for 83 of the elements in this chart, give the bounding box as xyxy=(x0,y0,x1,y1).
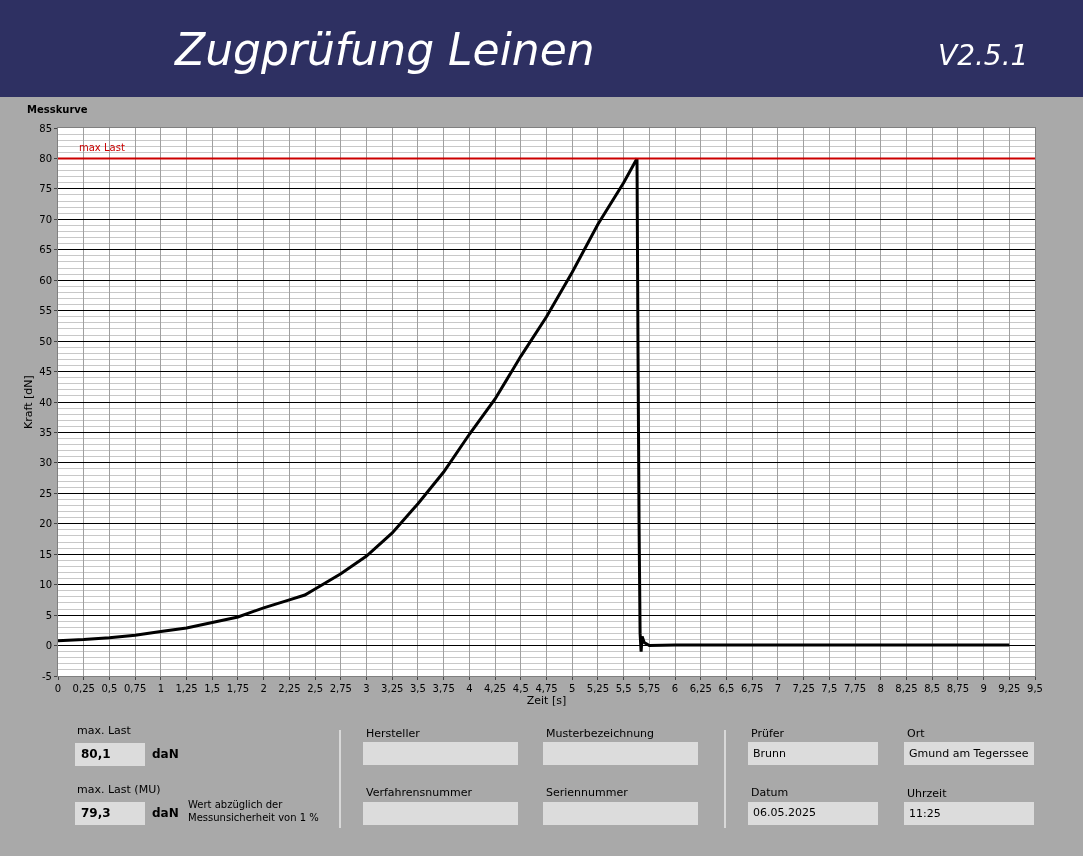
y-tick-label: 40 xyxy=(39,396,52,408)
y-tick-label: 80 xyxy=(39,152,52,164)
y-tick-label: 65 xyxy=(39,244,52,256)
x-tick-label: 4 xyxy=(466,683,473,694)
text: Wert abzüglich der Messunsicherheit von 1 % xyxy=(188,799,319,823)
y-tick-label: 35 xyxy=(39,426,52,438)
x-tick-label: 5 xyxy=(569,683,576,694)
x-tick-label: 4,75 xyxy=(535,683,558,694)
x-tick-label: 4,25 xyxy=(483,683,507,694)
y-tick-label: 50 xyxy=(39,335,52,347)
x-tick-label: 7,5 xyxy=(821,683,838,694)
x-tick-label: 7 xyxy=(774,683,782,694)
text: daN xyxy=(152,806,179,820)
y-tick-label: 5 xyxy=(45,609,52,621)
x-tick-label: 2,5 xyxy=(307,683,324,694)
x-tick-label: 9,25 xyxy=(998,683,1021,694)
y-tick-label: 30 xyxy=(39,457,52,469)
text: Verfahrensnummer xyxy=(366,786,473,799)
y-tick-label: 70 xyxy=(39,213,52,225)
text: Hersteller xyxy=(366,727,421,740)
text: Brunn xyxy=(753,747,787,760)
text: Uhrzeit xyxy=(907,787,948,800)
x-tick-label: 0,5 xyxy=(101,683,118,694)
y-tick-label: 25 xyxy=(39,487,52,499)
text: max. Last (MU) xyxy=(77,783,161,796)
y-tick-label: 45 xyxy=(39,366,52,378)
text: daN xyxy=(152,747,179,761)
x-tick-label: 3 xyxy=(363,683,370,694)
x-tick-label: 5,5 xyxy=(615,683,632,694)
x-tick-label: 6,25 xyxy=(689,683,712,694)
y-tick-label: 0 xyxy=(45,640,52,652)
text: 80,1 xyxy=(81,747,111,761)
x-tick-label: 2,75 xyxy=(329,683,352,694)
y-tick-label: 55 xyxy=(39,305,52,317)
x-tick-label: 5,25 xyxy=(586,683,610,694)
text: max. Last xyxy=(77,724,132,737)
x-tick-label: 2,25 xyxy=(278,683,301,694)
x-tick-label: 7,75 xyxy=(843,683,867,694)
x-tick-label: 8,75 xyxy=(946,683,969,694)
y-tick-label: 15 xyxy=(39,548,52,560)
ref-line-label: max Last xyxy=(79,142,125,153)
x-tick-label: 8 xyxy=(877,683,884,694)
x-tick-label: 5,75 xyxy=(638,683,661,694)
x-tick-label: 3,5 xyxy=(410,683,426,694)
chart-title: Zugprüfung Leinen xyxy=(174,24,595,76)
text: 79,3 xyxy=(81,806,111,820)
x-tick-label: 3,75 xyxy=(432,683,455,694)
x-tick-label: 6,5 xyxy=(718,683,735,694)
y-tick-label: 20 xyxy=(39,518,52,530)
x-tick-label: 2 xyxy=(260,683,267,694)
x-axis-title: Zeit [s] xyxy=(526,694,567,707)
text: Datum xyxy=(751,786,789,799)
x-tick-label: 7,25 xyxy=(792,683,815,694)
text: Prüfer xyxy=(751,727,785,740)
text: 06.05.2025 xyxy=(753,806,816,819)
text: Musterbezeichnung xyxy=(546,727,655,740)
y-tick-label: 60 xyxy=(39,274,52,286)
x-tick-label: 8,25 xyxy=(895,683,918,694)
x-tick-label: 4,5 xyxy=(512,683,529,694)
x-tick-label: 1 xyxy=(157,683,165,694)
x-tick-label: 1,75 xyxy=(226,683,250,694)
y-tick-label: 75 xyxy=(39,183,52,195)
chart-subtitle: Messkurve xyxy=(27,104,88,115)
text: Ort xyxy=(907,727,926,740)
x-tick-label: 3,25 xyxy=(381,683,404,694)
y-tick-label: 10 xyxy=(39,579,52,591)
x-tick-label: 6,75 xyxy=(741,683,764,694)
x-tick-label: 0 xyxy=(54,683,62,694)
x-tick-label: 0,25 xyxy=(72,683,95,694)
x-tick-label: 1,5 xyxy=(204,683,221,694)
text: V2.5.1 xyxy=(938,39,1029,72)
x-tick-label: 6 xyxy=(671,683,679,694)
x-tick-label: 9,5 xyxy=(1027,683,1043,694)
x-tick-label: 1,25 xyxy=(175,683,198,694)
x-tick-label: 8,5 xyxy=(924,683,941,694)
x-tick-label: 9 xyxy=(980,683,987,694)
y-tick-label: 85 xyxy=(39,122,52,134)
y-tick-label: -5 xyxy=(42,670,52,682)
text: 11:25 xyxy=(909,807,941,820)
y-axis-title: Kraft [dN] xyxy=(21,375,35,429)
text: Seriennummer xyxy=(546,786,629,799)
x-tick-label: 0,75 xyxy=(124,683,147,694)
text: Gmund am Tegerssee xyxy=(909,747,1029,760)
